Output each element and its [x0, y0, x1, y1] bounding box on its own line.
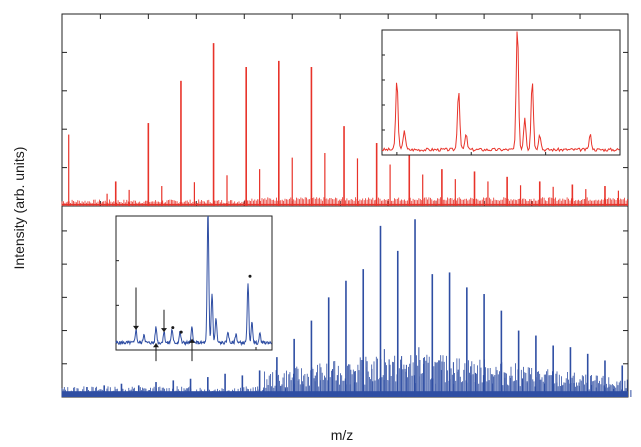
- panel-b-baseline-band: [62, 391, 628, 397]
- inset-b-arrowhead: [133, 325, 139, 330]
- inset-b-frame: [115, 215, 273, 351]
- inset-b-arrowhead: [189, 338, 195, 343]
- panel-b-noise-trace: [61, 354, 628, 397]
- inset-a: [381, 29, 621, 156]
- inset-b-arrowhead: [161, 328, 167, 333]
- inset-a-frame: [381, 29, 621, 156]
- y-axis-title: Intensity (arb. units): [11, 147, 27, 270]
- inset-b-trace: [115, 215, 272, 347]
- x-axis-title: m/z: [331, 427, 354, 443]
- inset-b-star-marker: [171, 326, 175, 330]
- inset-a-trace: [381, 31, 620, 153]
- inset-b: [115, 215, 273, 362]
- panel-a-spectrum: [61, 43, 628, 206]
- panel-a-noise-trace: [61, 197, 628, 206]
- panel-b-spectrum: [61, 219, 632, 397]
- inset-b-star-marker: [179, 330, 183, 334]
- inset-b-arrowhead: [153, 343, 159, 348]
- inset-b-star-marker: [248, 274, 252, 278]
